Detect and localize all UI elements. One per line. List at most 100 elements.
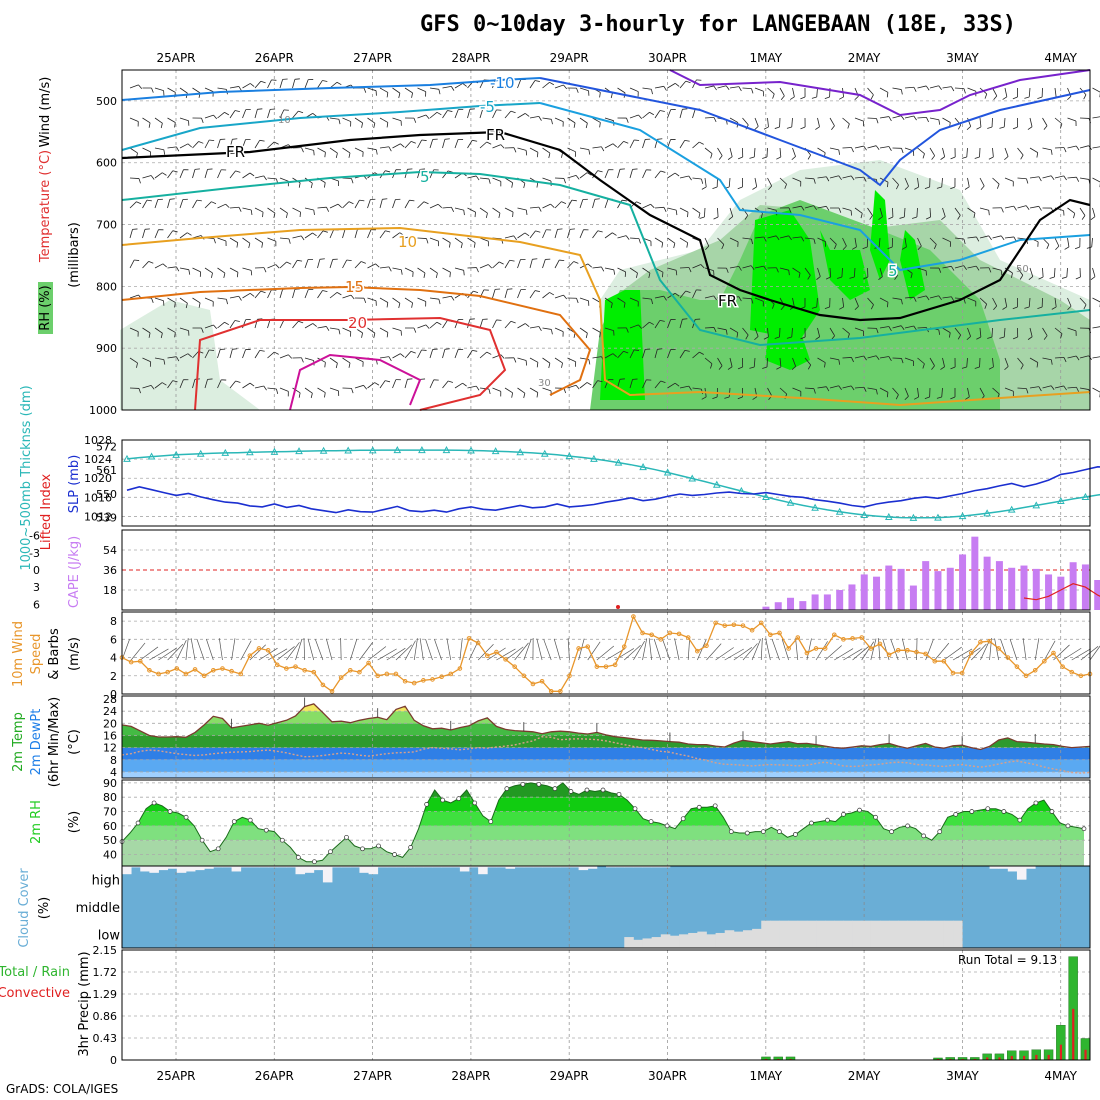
wind-barb	[867, 207, 873, 216]
wind-speed-marker	[521, 673, 527, 679]
cloud-clear-cell	[176, 866, 187, 873]
wind-speed-marker	[320, 682, 326, 688]
thickness-marker	[909, 513, 918, 521]
cloud-clear-cell	[450, 866, 461, 868]
wind-barb-flag	[297, 259, 303, 262]
cloud-clear-cell	[615, 866, 625, 868]
wind-barb	[204, 169, 208, 179]
wind-barb-flag	[413, 235, 417, 240]
wind-barb-flag	[534, 290, 541, 293]
wind-barb	[854, 207, 863, 214]
wind-barb-flag	[610, 303, 613, 309]
wind-barb-flag	[322, 230, 328, 233]
cloud-clear-cell	[140, 866, 150, 872]
wind-barb	[192, 87, 201, 94]
wind-barb	[379, 230, 386, 239]
wind-barb	[729, 265, 739, 269]
wind-barb	[579, 172, 588, 179]
wind-barb-flag	[847, 333, 850, 339]
cloud-clear-cell	[496, 866, 506, 868]
wind-barb-flag	[261, 242, 264, 248]
cape-bar	[971, 536, 979, 610]
wind-speed-marker	[274, 662, 280, 668]
wind-barb	[185, 638, 189, 661]
wind-barb	[842, 327, 850, 334]
wind-barb	[254, 140, 261, 149]
wind-barb	[642, 349, 646, 359]
cloud-clear-cell	[204, 866, 214, 869]
wind-barb	[354, 261, 362, 269]
wind-barb	[967, 236, 977, 239]
wind-barb	[792, 387, 802, 392]
wind-barb	[367, 117, 376, 124]
wind-barb-flag	[838, 385, 842, 391]
wind-barb-flag	[936, 186, 942, 189]
wind-barb-flag	[400, 353, 405, 358]
wind-barb-flag	[896, 184, 899, 190]
wind-barb-flag	[444, 348, 450, 350]
wind-speed-marker	[411, 680, 417, 686]
date-label-bottom: 27APR	[353, 1069, 392, 1083]
wind-barb	[717, 147, 723, 156]
wind-barb-flag	[1076, 387, 1080, 392]
wind-barb-flag	[933, 244, 937, 250]
wind-barb	[292, 260, 298, 269]
wind-barb	[354, 199, 360, 209]
wind-barb	[242, 382, 251, 389]
lifted-index-line	[1023, 583, 1100, 601]
wind-barb-flag	[701, 186, 707, 190]
wind-barb	[553, 638, 561, 661]
rh-marker	[777, 829, 782, 834]
wind-barb-flag	[138, 178, 141, 184]
wind-barb	[679, 140, 686, 149]
wind-barb-flag	[1002, 306, 1007, 310]
wind-speed-marker	[631, 614, 636, 619]
wind-barb-flag	[964, 396, 970, 400]
wind-barb	[704, 177, 707, 187]
wind-barb-flag	[870, 304, 874, 310]
wind-barb	[1092, 326, 1100, 329]
wind-barb	[317, 387, 326, 393]
wind-barb	[454, 109, 459, 119]
wind-barb	[192, 379, 196, 389]
cloud-clear-cell	[733, 931, 744, 948]
wind-barb	[279, 207, 288, 214]
wind-barb-flag	[513, 357, 517, 363]
wind-barb-flag	[816, 276, 821, 281]
thickness-marker	[295, 447, 303, 455]
date-label-bottom: 28APR	[451, 1069, 490, 1083]
rh-marker	[135, 820, 141, 826]
wind-barb-flag	[917, 245, 922, 251]
wind-barb	[523, 639, 532, 661]
wind-barb	[791, 327, 793, 338]
wind-barb-flag	[910, 273, 913, 279]
wind-barb	[429, 169, 435, 179]
wind-barb	[242, 139, 246, 149]
wind-barb	[517, 323, 526, 329]
wind-barb	[1092, 387, 1100, 393]
wind-barb	[1092, 87, 1100, 93]
wind-barb	[867, 297, 874, 305]
wind-barb-flag	[988, 156, 994, 160]
wind-barb-flag	[938, 267, 942, 273]
cloud-clear-cell	[487, 866, 497, 868]
wind-barb-flag	[187, 232, 192, 236]
wind-speed-marker	[475, 640, 481, 646]
wind-speed-marker	[978, 639, 983, 645]
wind-barb-flag	[963, 88, 966, 94]
wind-barb	[543, 639, 552, 661]
lifted-tick-label: -6	[29, 530, 40, 543]
wind-barb	[517, 79, 522, 89]
wind-barb-flag	[451, 86, 455, 91]
wind-barb	[204, 267, 213, 274]
wind-barb	[604, 117, 614, 122]
cape-bar	[983, 556, 991, 610]
rh-marker	[263, 827, 269, 833]
wind-barb	[304, 323, 313, 329]
date-label-top: 28APR	[451, 51, 490, 65]
lifted-tick-label: -3	[29, 547, 40, 560]
precip-convective-bar	[777, 1058, 780, 1060]
pressure-tick-label: 800	[96, 280, 117, 293]
wind-barb	[179, 199, 184, 209]
wind-barb	[542, 229, 547, 239]
